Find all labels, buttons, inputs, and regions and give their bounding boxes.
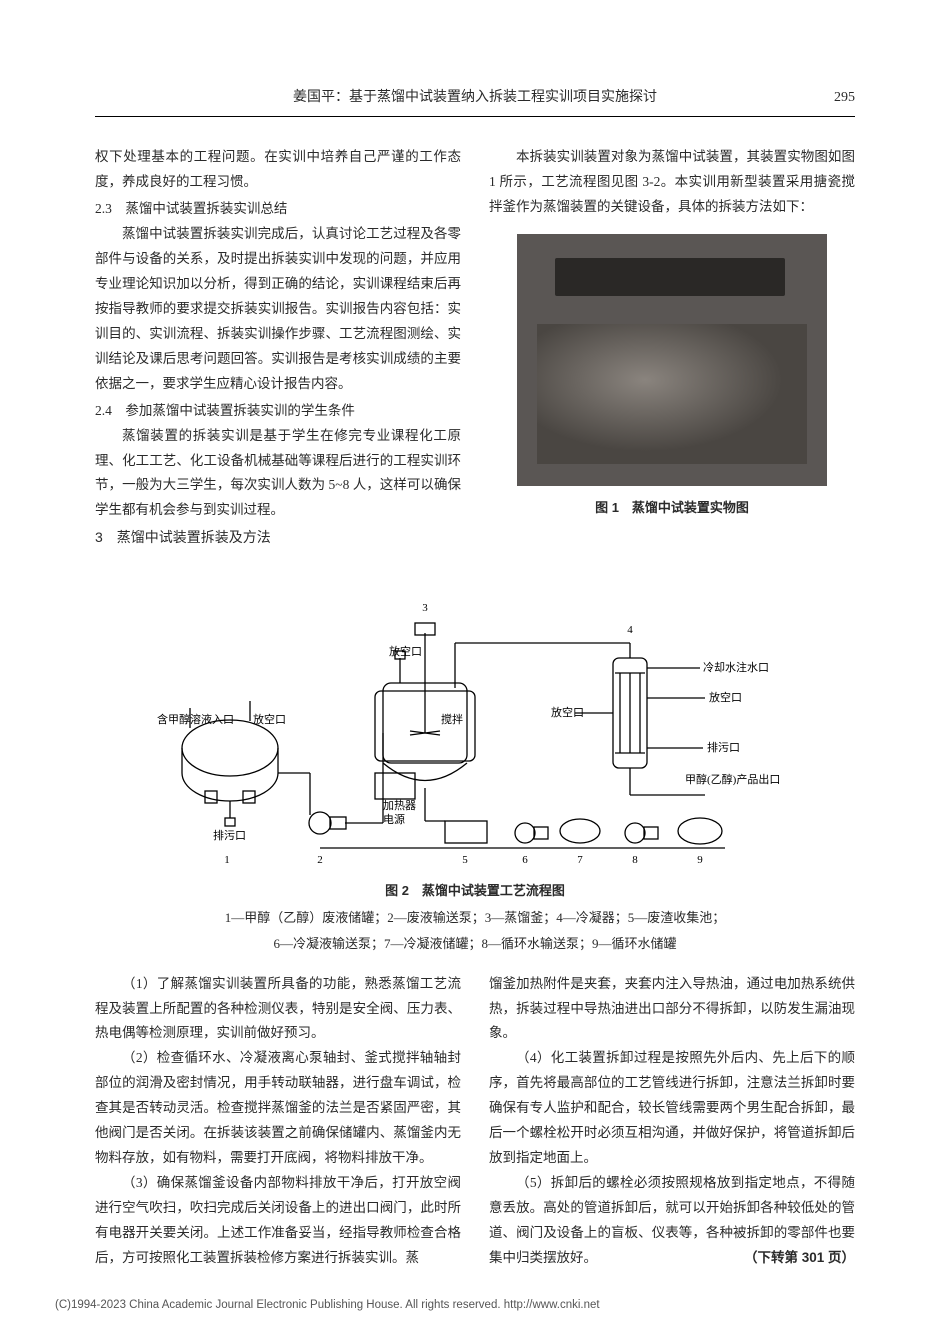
lower-columns: （1）了解蒸馏实训装置所具备的功能，熟悉蒸馏工艺流程及装置上所配置的各种检测仪表… (95, 972, 855, 1272)
lower-left-column: （1）了解蒸馏实训装置所具备的功能，熟悉蒸馏工艺流程及装置上所配置的各种检测仪表… (95, 972, 461, 1272)
para: 权下处理基本的工程问题。在实训中培养自己严谨的工作态度，养成良好的工程习惯。 (95, 145, 461, 195)
para: 本拆装实训装置对象为蒸馏中试装置，其装置实物图如图 1 所示，工艺流程图见图 3… (489, 145, 855, 220)
figure-2: 3 4 含甲醇溶液入口 放空口 排污口 放空口 搅拌 加热器 电源 放空口 冷却… (95, 573, 855, 955)
upper-columns: 权下处理基本的工程问题。在实训中培养自己严谨的工作态度，养成良好的工程习惯。 2… (95, 145, 855, 553)
figure-2-legend-1: 1—甲醇（乙醇）废液储罐；2—废液输送泵；3—蒸馏釜；4—冷凝器；5—废渣收集池… (95, 907, 855, 929)
figure-1: 图 1 蒸馏中试装置实物图 (489, 234, 855, 520)
label-vent: 放空口 (253, 712, 286, 726)
num-9: 9 (697, 854, 703, 866)
subsection-2-3: 2.3 蒸馏中试装置拆装实训总结 (95, 197, 461, 222)
section-3: 3 蒸馏中试装置拆装及方法 (95, 525, 461, 551)
label-heater2: 电源 (383, 812, 405, 826)
label-drain: 排污口 (213, 828, 246, 842)
page-header: 姜国平：基于蒸馏中试装置纳入拆装工程实训项目实施探讨 295 (95, 85, 855, 117)
figure-1-caption: 图 1 蒸馏中试装置实物图 (489, 496, 855, 520)
figure-2-caption: 图 2 蒸馏中试装置工艺流程图 (95, 879, 855, 903)
label-cool: 冷却水注水口 (703, 660, 769, 674)
page-number: 295 (795, 85, 855, 111)
para: 蒸馏装置的拆装实训是基于学生在修完专业课程化工原理、化工工艺、化工设备机械基础等… (95, 424, 461, 524)
lower-right-column: 馏釜加热附件是夹套，夹套内注入导热油，通过电加热系统供热，拆装过程中导热油进出口… (489, 972, 855, 1272)
num-8: 8 (632, 854, 638, 866)
continued-note: （下转第 301 页） (717, 1246, 855, 1271)
label-out: 甲醇(乙醇)产品出口 (685, 772, 780, 786)
num-3: 3 (422, 602, 428, 614)
num-4: 4 (627, 624, 633, 636)
num-7: 7 (577, 854, 583, 866)
num-1: 1 (224, 854, 230, 866)
para: （2）检查循环水、冷凝液离心泵轴封、釜式搅拌轴轴封部位的润滑及密封情况，用手转动… (95, 1046, 461, 1171)
para: 蒸馏中试装置拆装实训完成后，认真讨论工艺过程及各零部件与设备的关系，及时提出拆装… (95, 222, 461, 397)
num-2: 2 (317, 854, 323, 866)
left-column: 权下处理基本的工程问题。在实训中培养自己严谨的工作态度，养成良好的工程习惯。 2… (95, 145, 461, 553)
label-vent-r: 放空口 (709, 690, 742, 704)
para: （5）拆卸后的螺栓必须按照规格放到指定地点，不得随意丢放。高处的管道拆卸后，就可… (489, 1171, 855, 1271)
para: （1）了解蒸馏实训装置所具备的功能，熟悉蒸馏工艺流程及装置上所配置的各种检测仪表… (95, 972, 461, 1047)
right-column: 本拆装实训装置对象为蒸馏中试装置，其装置实物图如图 1 所示，工艺流程图见图 3… (489, 145, 855, 553)
header-title: 姜国平：基于蒸馏中试装置纳入拆装工程实训项目实施探讨 (155, 85, 795, 111)
subsection-2-4: 2.4 参加蒸馏中试装置拆装实训的学生条件 (95, 399, 461, 424)
label-vent-c: 放空口 (389, 644, 422, 658)
label-heater1: 加热器 (383, 799, 416, 812)
footer-copyright: (C)1994-2023 China Academic Journal Elec… (55, 1295, 600, 1316)
num-5: 5 (462, 854, 468, 866)
para: （3）确保蒸馏釜设备内部物料排放干净后，打开放空阀进行空气吹扫，吹扫完成后关闭设… (95, 1171, 461, 1271)
figure-1-photo (517, 234, 827, 486)
para: 馏釜加热附件是夹套，夹套内注入导热油，通过电加热系统供热，拆装过程中导热油进出口… (489, 972, 855, 1047)
label-vent-mid: 放空口 (551, 705, 584, 719)
figure-2-legend-2: 6—冷凝液输送泵；7—冷凝液储罐；8—循环水输送泵；9—循环水储罐 (95, 933, 855, 955)
figure-2-diagram: 3 4 含甲醇溶液入口 放空口 排污口 放空口 搅拌 加热器 电源 放空口 冷却… (145, 573, 805, 873)
para: （4）化工装置拆卸过程是按照先外后内、先上后下的顺序，首先将最高部位的工艺管线进… (489, 1046, 855, 1171)
label-inlet: 含甲醇溶液入口 (157, 712, 234, 726)
label-drain-r: 排污口 (707, 740, 740, 754)
label-stir: 搅拌 (441, 712, 463, 726)
num-6: 6 (522, 854, 528, 866)
